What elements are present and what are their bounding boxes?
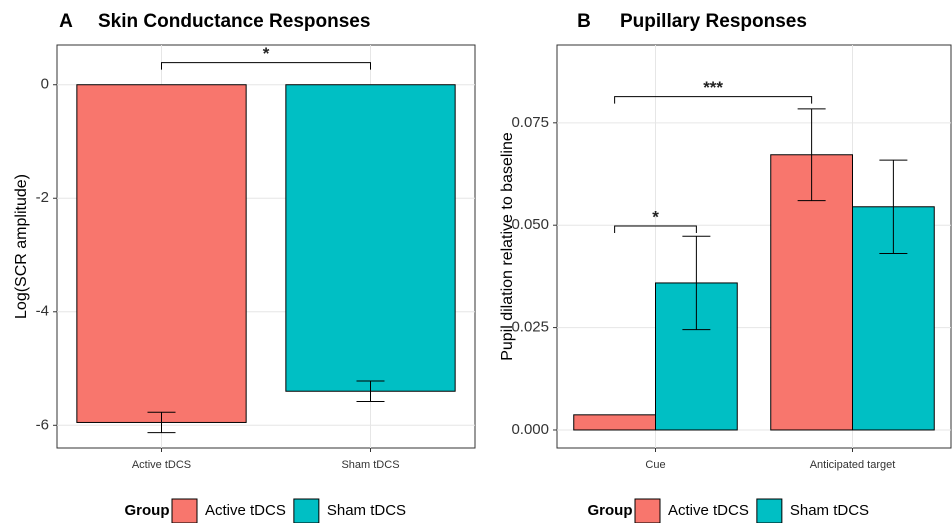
legend-label: Sham tDCS <box>327 502 406 519</box>
legend-title: Group <box>125 502 170 519</box>
y-axis-label: Pupil dilation relative to baseline <box>499 132 516 361</box>
legend-title: Group <box>588 502 633 519</box>
legend-label: Active tDCS <box>205 502 286 519</box>
legend-swatch <box>293 498 320 523</box>
y-tick-label: 0.000 <box>511 421 549 438</box>
x-tick-label: Anticipated target <box>810 459 896 471</box>
y-tick-label: -2 <box>36 189 49 206</box>
legend-swatch <box>634 498 661 523</box>
bar <box>76 84 247 423</box>
y-tick-label: -6 <box>36 416 49 433</box>
error-bar <box>147 411 176 434</box>
y-tick-label: 0.050 <box>511 216 549 233</box>
x-tick-label: Active tDCS <box>132 459 191 471</box>
significance-bracket <box>161 62 371 70</box>
significance-bracket <box>614 225 697 234</box>
x-tick-label: Cue <box>645 459 665 471</box>
legend-swatch <box>756 498 783 523</box>
y-tick-label: -4 <box>36 303 49 320</box>
significance-label: * <box>263 44 270 63</box>
y-tick-label: 0.075 <box>511 114 549 131</box>
y-axis-label: Log(SCR amplitude) <box>13 174 30 319</box>
bar <box>285 84 456 392</box>
error-bar <box>682 235 711 331</box>
error-bar <box>797 108 826 202</box>
significance-label: *** <box>703 78 723 97</box>
y-tick-label: 0 <box>41 76 49 93</box>
panel-tag: B <box>577 11 591 32</box>
error-bar <box>356 380 385 402</box>
chart-title: Pupillary Responses <box>620 11 807 32</box>
legend-swatch <box>171 498 198 523</box>
significance-bracket <box>614 96 813 104</box>
x-tick-label: Sham tDCS <box>341 459 399 471</box>
bar <box>573 414 656 431</box>
chart-title: Skin Conductance Responses <box>98 11 370 32</box>
error-bar <box>879 159 908 254</box>
y-tick-label: 0.025 <box>511 319 549 336</box>
legend-label: Sham tDCS <box>790 502 869 519</box>
panel-tag: A <box>59 11 73 32</box>
legend-label: Active tDCS <box>668 502 749 519</box>
significance-label: * <box>652 208 659 227</box>
